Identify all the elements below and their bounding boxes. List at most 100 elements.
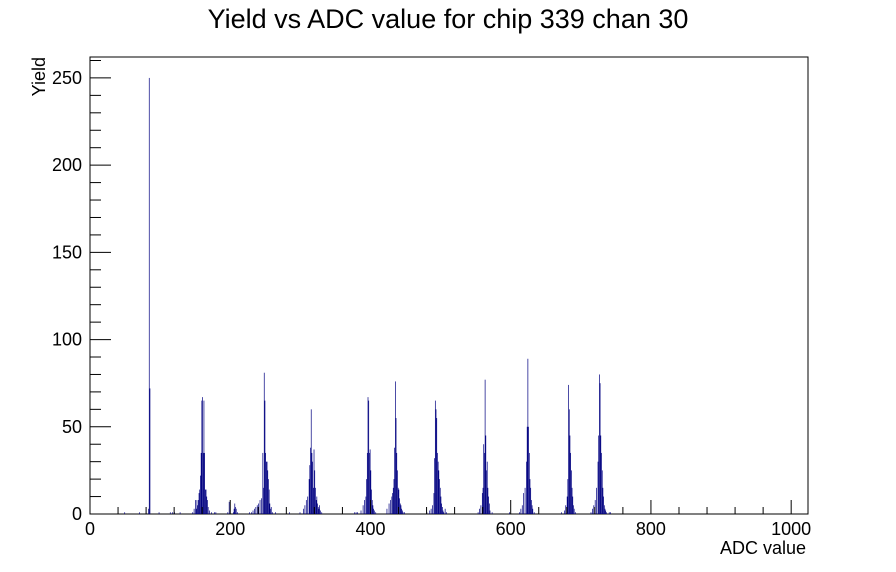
y-tick-label: 250 <box>52 68 82 88</box>
histogram-bin-188 <box>565 505 567 514</box>
histogram-bin-72 <box>307 496 309 514</box>
histogram-bin-97 <box>365 496 367 514</box>
histogram-bin-111 <box>386 508 388 514</box>
histogram-bin-15 <box>197 505 198 514</box>
histogram-bin-192 <box>568 409 570 514</box>
histogram-bin-202 <box>592 508 593 514</box>
histogram-bin-102 <box>369 452 370 514</box>
histogram-bin-81 <box>314 470 316 514</box>
histogram-bin-151 <box>444 508 446 514</box>
histogram-bin-128 <box>401 508 403 514</box>
histogram-bin-148 <box>441 507 443 514</box>
histogram-bin-82 <box>315 487 316 514</box>
histogram-bin-46 <box>254 508 255 514</box>
histogram-bin-129 <box>402 510 403 514</box>
histogram-bin-14 <box>196 500 198 514</box>
histogram-bin-89 <box>319 510 321 514</box>
histogram-bin-147 <box>441 503 442 514</box>
histogram-bin-2 <box>148 508 149 514</box>
x-tick-label: 0 <box>85 519 95 539</box>
histogram-bin-142 <box>437 461 439 514</box>
histogram-bin-213 <box>602 487 604 514</box>
histogram-bin-24 <box>203 400 205 514</box>
y-tick-label: 100 <box>52 330 82 350</box>
histogram-bin-185 <box>533 512 535 514</box>
histogram-bin-1 <box>139 512 140 514</box>
histogram-bin-187 <box>563 510 565 514</box>
histogram-bin-44 <box>251 512 252 514</box>
histogram-bin-109 <box>373 510 375 514</box>
histogram-bin-64 <box>270 507 272 514</box>
histogram-bin-101 <box>368 400 370 514</box>
y-axis-ticks: 0 50 100 150 200 250 <box>52 59 111 524</box>
histogram-bin-10 <box>192 512 194 514</box>
histogram-bin-85 <box>317 503 318 514</box>
histogram-bin-157 <box>482 487 484 514</box>
histogram-bin-215 <box>603 505 605 514</box>
histogram-bin-88 <box>319 505 320 514</box>
histogram-bin-69 <box>303 508 304 514</box>
histogram-bin-178 <box>528 426 529 514</box>
histogram-bin-68 <box>299 512 301 514</box>
histogram-bin-143 <box>438 470 440 514</box>
histogram-bin-139 <box>435 409 437 514</box>
histogram-bin-34 <box>215 512 217 514</box>
y-tick-label: 0 <box>72 504 82 524</box>
histogram-bin-35 <box>227 512 229 514</box>
histogram-bin-0 <box>124 512 126 514</box>
histogram-bin-3 <box>148 77 150 515</box>
histogram-bin-67 <box>289 512 290 514</box>
histogram-bin-173 <box>523 493 525 514</box>
histogram-bin-174 <box>524 487 526 514</box>
histogram-bin-166 <box>488 503 490 514</box>
histogram-bin-131 <box>404 512 405 514</box>
histogram-bin-108 <box>373 508 374 514</box>
histogram-bin-78 <box>312 461 313 514</box>
histogram-bin-164 <box>487 487 489 514</box>
y-tick-label: 50 <box>62 417 82 437</box>
histogram-bin-183 <box>531 505 533 514</box>
histogram-bin-140 <box>436 418 438 514</box>
histogram-bin-5 <box>158 512 160 514</box>
histogram-bin-70 <box>304 505 306 514</box>
histogram-bin-29 <box>207 500 208 514</box>
histogram-bin-186 <box>561 512 562 514</box>
histogram-bin-63 <box>270 508 271 514</box>
histogram-bin-71 <box>305 500 307 514</box>
histogram-bin-21 <box>201 400 203 514</box>
histogram-bin-16 <box>197 500 199 514</box>
histogram-bin-57 <box>265 461 267 514</box>
histogram-bin-104 <box>370 470 372 514</box>
histogram-bin-135 <box>432 505 433 514</box>
histogram-bin-105 <box>371 489 372 514</box>
y-tick-label: 150 <box>52 242 82 262</box>
histogram-bin-181 <box>530 487 532 514</box>
histogram-bin-19 <box>200 475 201 514</box>
histogram-bin-91 <box>354 512 356 514</box>
histogram-bin-124 <box>398 489 400 514</box>
x-tick-label: 600 <box>496 519 526 539</box>
histogram-bin-12 <box>195 500 196 514</box>
histogram-bin-106 <box>371 500 373 514</box>
histogram-bin-117 <box>393 479 395 514</box>
histogram-bin-36 <box>228 501 230 514</box>
histogram-bin-87 <box>318 508 320 514</box>
histogram-bin-141 <box>437 452 438 514</box>
x-tick-label: 1000 <box>771 519 811 539</box>
histogram-bin-27 <box>205 489 207 514</box>
histogram-bin-31 <box>209 510 210 514</box>
histogram-bin-125 <box>399 498 400 514</box>
histogram-bin-209 <box>599 383 601 514</box>
histogram-bin-50 <box>259 500 261 514</box>
histogram-bin-38 <box>233 508 235 514</box>
histogram-bin-116 <box>392 487 394 514</box>
histogram-bin-42 <box>237 512 238 514</box>
histogram-bin-175 <box>526 461 527 514</box>
histogram-bin-61 <box>268 489 270 514</box>
histogram-bin-127 <box>400 505 402 514</box>
histogram-bin-133 <box>429 510 431 514</box>
histogram-bin-79 <box>312 487 314 514</box>
histogram-bin-197 <box>572 496 574 514</box>
histogram-bin-18 <box>199 489 201 514</box>
